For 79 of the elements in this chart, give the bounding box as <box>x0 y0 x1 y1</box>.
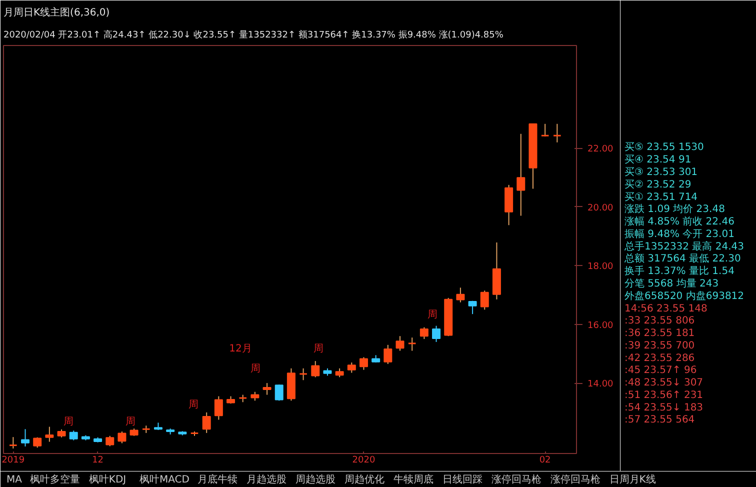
text: 日线回踩 <box>442 474 482 486</box>
text: 振幅 9.48% 今开 23.01 <box>624 228 734 240</box>
text: 涨停回马枪 <box>550 474 600 486</box>
candlestick <box>274 384 284 402</box>
x-tick-label: 2020 <box>352 456 376 466</box>
text: :51 23.56↑ 231 <box>624 390 704 401</box>
chart-subtitle: 2020/02/04 开23.01↑ 高24.43↑ 低22.30↓ 收23.55↑ 量1352332↑ 额317564↑ 换13.37% 振9.48% 涨(1.09)4.85% <box>4 30 504 40</box>
text: 月趋选股 <box>246 474 286 486</box>
text: 日周月K线 <box>609 474 656 486</box>
text: :54 23.55↓ 183 <box>624 402 704 414</box>
annotation: 周 <box>428 310 438 320</box>
text: 涨幅 4.85% 前收 22.46 <box>624 216 734 228</box>
annotation: 12月 <box>229 344 252 354</box>
annotation: 周 <box>64 416 74 428</box>
text: 涨跌 1.09 均价 23.48 <box>624 203 725 216</box>
text: 买④ 23.54 91 <box>624 154 692 166</box>
candlestick <box>21 428 30 447</box>
text: 分笔 5568 均量 243 <box>624 277 719 290</box>
x-tick-label: 12 <box>92 456 104 466</box>
candlestick <box>69 430 78 441</box>
y-tick-label: 16.00 <box>588 320 614 331</box>
text: 总手1352332 最高 24.43 <box>624 240 744 252</box>
text: :57 23.55 564 <box>624 414 695 426</box>
text: 买① 23.51 714 <box>624 192 698 203</box>
candlestick <box>456 287 465 303</box>
annotation: 周 <box>188 400 198 410</box>
text: 周趋优化 <box>344 474 384 486</box>
text: 周趋选股 <box>295 474 336 486</box>
candlestick <box>214 396 223 420</box>
text: 外盘658520 内盘693812 <box>624 290 744 302</box>
candlestick <box>396 336 404 352</box>
candlestick <box>45 426 54 442</box>
text: :42 23.55 286 <box>624 352 695 364</box>
y-tick-label: 18.00 <box>588 262 614 272</box>
candlestick <box>516 133 526 216</box>
text: :45 23.57↑ 96 <box>624 365 697 376</box>
chart-title: 月周日K线主图(6,36,0) <box>4 6 110 18</box>
text: 总额 317564 最低 22.30 <box>624 252 741 265</box>
annotation: 周 <box>250 364 260 374</box>
y-tick-label: 20.00 <box>588 203 614 214</box>
x-tick-label: 2019 <box>2 456 25 466</box>
x-tick-label: 02 <box>539 456 551 466</box>
text: MA <box>6 474 22 486</box>
candlestick <box>118 430 126 444</box>
text: 月底牛犊 <box>197 474 238 486</box>
annotation: 周 <box>314 344 324 354</box>
text: 枫叶多空量 <box>30 474 80 486</box>
text: 枫叶KDJ <box>88 474 126 486</box>
candlestick <box>420 326 428 340</box>
candlestick <box>552 123 562 143</box>
candlestick <box>480 290 489 310</box>
candlestick <box>106 435 114 447</box>
text: 涨停回马枪 <box>491 474 542 486</box>
candlestick <box>408 337 416 352</box>
text: :48 23.55↓ 307 <box>624 378 704 389</box>
candlestick <box>347 362 356 374</box>
candlestick <box>540 123 550 137</box>
text: 买⑤ 23.55 1530 <box>624 142 704 154</box>
candlestick <box>262 382 272 396</box>
y-tick-label: 14.00 <box>588 380 614 390</box>
text: 买③ 23.53 301 <box>624 166 698 178</box>
candlestick <box>8 436 18 450</box>
candlestick <box>359 356 368 370</box>
candlestick <box>202 412 211 434</box>
candlestick <box>384 344 392 364</box>
candlestick <box>311 360 320 378</box>
text: 牛犊周底 <box>393 474 434 486</box>
y-tick-label: 22.00 <box>588 144 614 155</box>
text: :36 23.55 181 <box>624 328 695 340</box>
text: 枫叶MACD <box>140 474 190 486</box>
text: :33 23.55 806 <box>624 316 695 327</box>
text: 买② 23.52 29 <box>624 179 692 190</box>
candlestick <box>298 368 308 381</box>
candlestick <box>432 325 441 342</box>
text: :39 23.55 700 <box>624 340 695 352</box>
candlestick <box>468 300 477 315</box>
text: 14:56 23.55 148 <box>624 303 708 314</box>
annotation: 周 <box>126 416 136 428</box>
text: 换手 13.37% 量比 1.54 <box>624 265 734 278</box>
